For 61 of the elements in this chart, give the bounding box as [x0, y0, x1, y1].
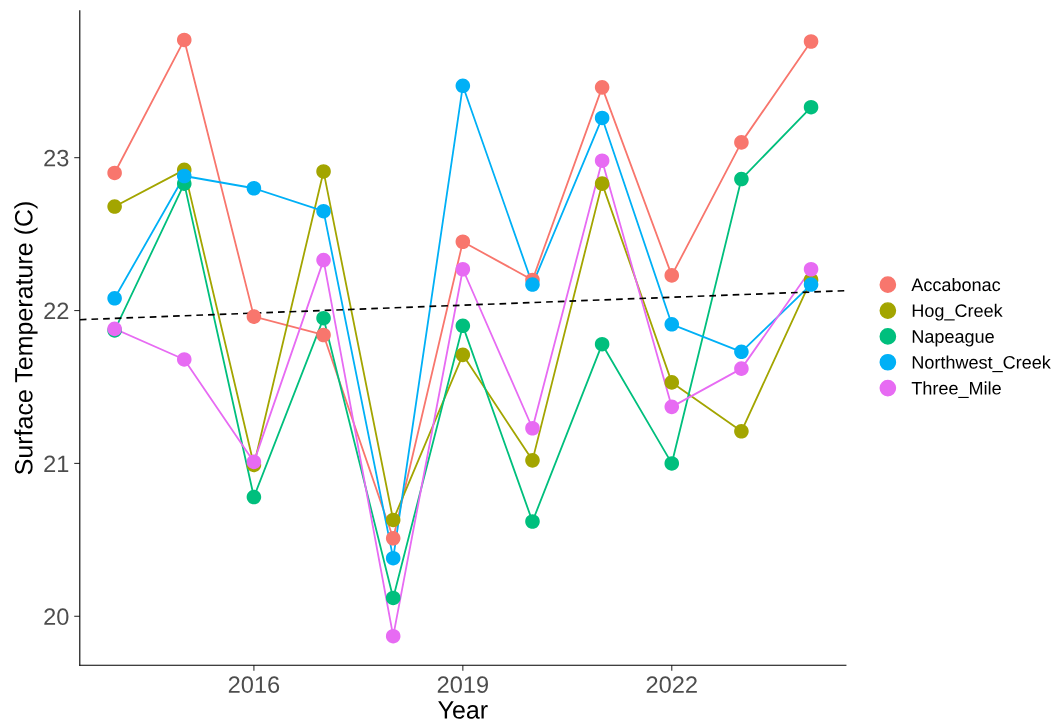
- point: [594, 336, 610, 352]
- point: [664, 375, 680, 390]
- legend-label: Northwest_Creek: [912, 355, 1051, 373]
- point: [455, 318, 471, 334]
- point: [316, 164, 331, 179]
- point: [107, 199, 122, 214]
- point: [455, 347, 471, 363]
- point: [525, 420, 540, 436]
- x-axis-title: Year: [438, 701, 488, 719]
- y-axis-title: Surface Temperature (C): [14, 202, 38, 475]
- point: [455, 234, 471, 250]
- point: [385, 512, 401, 528]
- point: [734, 344, 749, 360]
- x-tick-label: 2019: [437, 676, 488, 693]
- point: [525, 277, 540, 292]
- point: [316, 203, 331, 219]
- y-tick-label: 23: [44, 149, 69, 167]
- legend-label: Three_Mile: [911, 381, 1001, 399]
- y-tick-label: 21: [44, 455, 69, 472]
- x-tick-label: 2022: [646, 676, 697, 693]
- legend-label: Hog_Creek: [912, 303, 1003, 321]
- point: [455, 78, 471, 94]
- point: [246, 309, 262, 324]
- point: [246, 489, 262, 505]
- point: [455, 261, 471, 277]
- point: [734, 361, 749, 376]
- legend-label: Accabonac: [911, 277, 1001, 292]
- point: [664, 399, 680, 415]
- point: [664, 268, 680, 283]
- point: [176, 32, 192, 48]
- point: [734, 424, 749, 439]
- point: [385, 531, 401, 546]
- point: [803, 277, 819, 292]
- point: [734, 135, 749, 150]
- point: [385, 628, 401, 644]
- point: [594, 176, 610, 191]
- point: [594, 110, 610, 126]
- point: [385, 550, 401, 566]
- x-tick-label: 2016: [228, 676, 280, 693]
- point: [107, 291, 122, 306]
- point: [664, 456, 680, 471]
- point: [664, 317, 680, 332]
- point: [525, 453, 540, 468]
- point: [734, 171, 749, 187]
- point: [316, 252, 331, 268]
- point: [803, 99, 819, 115]
- point: [316, 327, 331, 343]
- y-tick-label: 20: [44, 608, 69, 626]
- point: [176, 352, 192, 367]
- point: [803, 261, 819, 277]
- legend-label: Napeague: [912, 330, 994, 347]
- point: [594, 80, 610, 95]
- point: [176, 168, 192, 184]
- point: [594, 153, 610, 168]
- point: [385, 590, 401, 606]
- point: [525, 514, 540, 529]
- point: [107, 165, 122, 181]
- point: [246, 180, 262, 196]
- point: [316, 310, 331, 326]
- y-tick-label: 22: [44, 302, 69, 320]
- point: [803, 34, 819, 49]
